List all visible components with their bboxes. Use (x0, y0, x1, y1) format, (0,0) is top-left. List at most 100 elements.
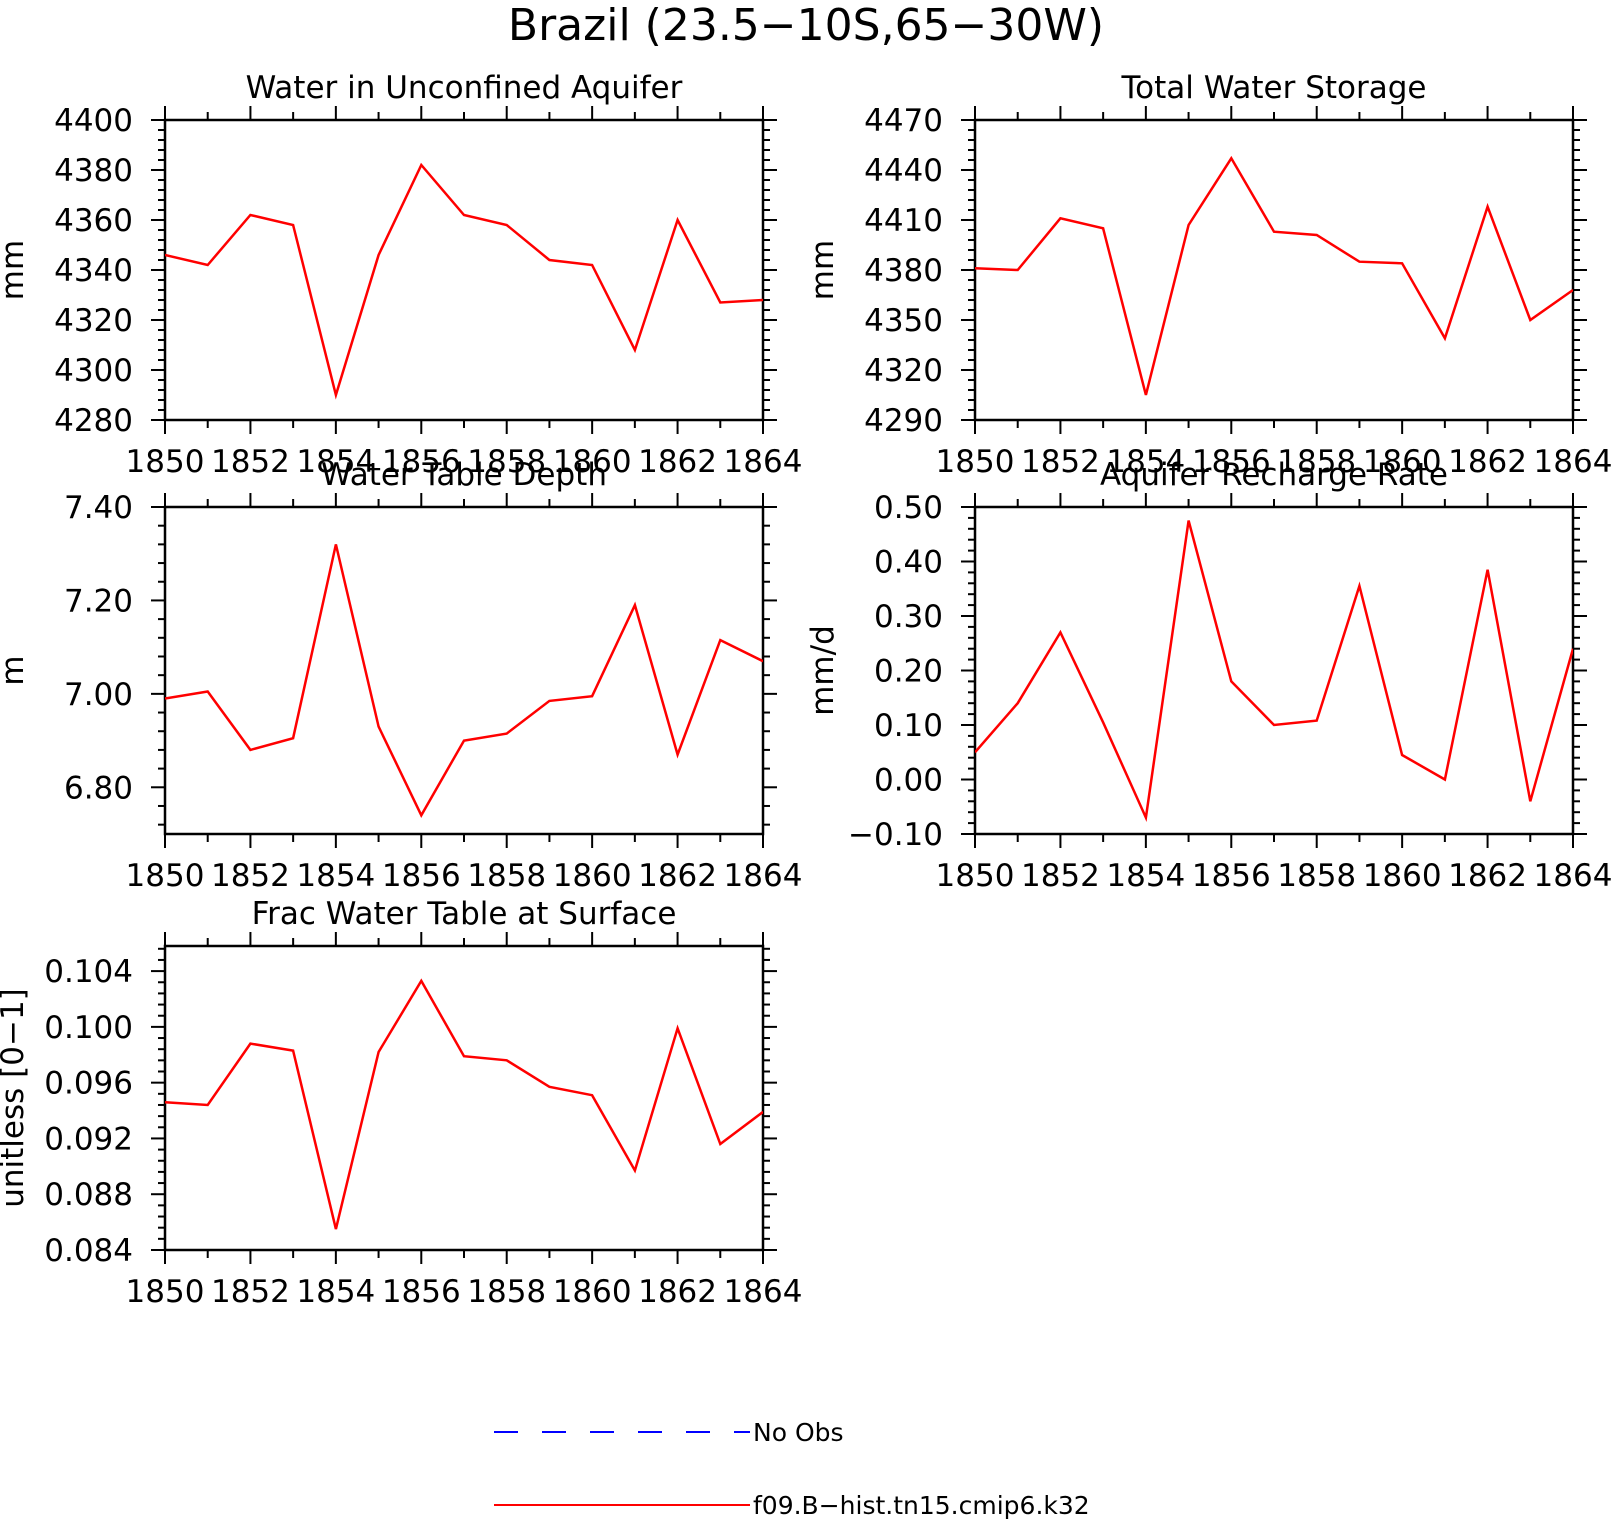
x-tick-label: 1864 (724, 1274, 803, 1310)
y-tick-label: 0.104 (44, 954, 133, 990)
y-tick-label: 4440 (864, 153, 943, 189)
y-tick-label: 7.20 (64, 583, 133, 619)
panel-title: Water in Unconfined Aquifer (246, 70, 683, 106)
y-tick-label: 4300 (54, 353, 133, 389)
x-tick-label: 1864 (724, 858, 803, 894)
x-tick-label: 1862 (638, 858, 717, 894)
legend-no-obs-label: No Obs (753, 1418, 844, 1447)
x-tick-label: 1850 (126, 1274, 205, 1310)
x-tick-label: 1862 (638, 444, 717, 480)
series-line (165, 544, 763, 818)
x-tick-label: 1854 (296, 444, 375, 480)
x-tick-label: 1852 (1021, 444, 1100, 480)
x-tick-label: 1858 (1277, 858, 1356, 894)
x-tick-label: 1854 (296, 1274, 375, 1310)
x-tick-label: 1856 (382, 1274, 461, 1310)
y-tick-label: 4280 (54, 403, 133, 439)
y-axis-label: unitless [0−1] (0, 988, 31, 1208)
y-tick-label: 0.10 (874, 708, 943, 744)
x-tick-label: 1862 (1448, 444, 1527, 480)
panel-title: Frac Water Table at Surface (252, 896, 677, 932)
x-tick-label: 1862 (638, 1274, 717, 1310)
x-tick-label: 1864 (724, 444, 803, 480)
x-tick-label: 1860 (553, 858, 632, 894)
y-tick-label: 0.096 (44, 1066, 133, 1102)
y-tick-label: 7.00 (64, 677, 133, 713)
y-tick-label: 4380 (54, 153, 133, 189)
x-tick-label: 1864 (1534, 858, 1613, 894)
x-tick-label: 1858 (1277, 444, 1356, 480)
series-line (165, 162, 763, 400)
y-axis-label: mm (805, 240, 841, 300)
panel-title: Water Table Depth (321, 457, 607, 493)
plot-frame (973, 118, 1575, 422)
panel-title: Aquifer Recharge Rate (1100, 457, 1448, 493)
x-tick-label: 1860 (553, 1274, 632, 1310)
x-tick-label: 1856 (382, 444, 461, 480)
panel-title: Total Water Storage (1120, 70, 1426, 106)
x-tick-label: 1860 (1363, 444, 1442, 480)
y-tick-label: 0.092 (44, 1121, 133, 1157)
x-tick-label: 1858 (467, 858, 546, 894)
x-tick-label: 1864 (1534, 444, 1613, 480)
legend: No Obs f09.B−hist.tn15.cmip6.k32 (494, 1418, 1090, 1519)
x-tick-label: 1862 (1448, 858, 1527, 894)
x-tick-label: 1856 (382, 858, 461, 894)
y-tick-label: 4410 (864, 203, 943, 239)
y-tick-label: 0.088 (44, 1177, 133, 1213)
x-tick-label: 1850 (126, 858, 205, 894)
plot-frame (163, 944, 765, 1252)
x-tick-label: 1850 (936, 444, 1015, 480)
x-tick-label: 1856 (1192, 858, 1271, 894)
x-tick-label: 1858 (467, 1274, 546, 1310)
y-tick-label: 0.20 (874, 654, 943, 690)
y-axis-label: mm (0, 240, 31, 300)
plot-frame (163, 118, 765, 422)
x-tick-label: 1852 (211, 858, 290, 894)
series-line (975, 155, 1573, 396)
plot-frame (973, 505, 1575, 836)
panel-4: Aquifer Recharge Rate 1850 1852 1854 1856 185… (805, 457, 1612, 894)
x-tick-label: 1854 (1106, 858, 1185, 894)
x-tick-label: 1852 (211, 444, 290, 480)
x-tick-label: 1850 (936, 858, 1015, 894)
y-tick-label: 4340 (54, 253, 133, 289)
series-line (165, 978, 763, 1230)
y-tick-label: 0.00 (874, 763, 943, 799)
y-tick-label: 4470 (864, 103, 943, 139)
y-axis-label: mm/d (805, 625, 841, 716)
x-tick-label: 1852 (211, 1274, 290, 1310)
y-tick-label: 0.100 (44, 1010, 133, 1046)
y-tick-label: 4360 (54, 203, 133, 239)
y-axis-label: m (0, 655, 31, 685)
x-tick-label: 1858 (467, 444, 546, 480)
x-tick-label: 1856 (1192, 444, 1271, 480)
y-tick-label: 4380 (864, 253, 943, 289)
y-tick-label: 4400 (54, 103, 133, 139)
x-tick-label: 1852 (1021, 858, 1100, 894)
y-tick-label: 7.40 (64, 490, 133, 526)
x-tick-label: 1860 (1363, 858, 1442, 894)
y-tick-label: 0.40 (874, 545, 943, 581)
y-tick-label: 0.084 (44, 1233, 133, 1269)
y-tick-label: 4320 (864, 353, 943, 389)
y-tick-label: 4350 (864, 303, 943, 339)
y-tick-label: 4290 (864, 403, 943, 439)
plot-frame (163, 505, 765, 836)
y-tick-label: 0.30 (874, 599, 943, 635)
x-tick-label: 1854 (296, 858, 375, 894)
x-tick-label: 1854 (1106, 444, 1185, 480)
y-tick-label: −0.10 (848, 817, 943, 853)
x-tick-label: 1850 (126, 444, 205, 480)
x-tick-label: 1860 (553, 444, 632, 480)
y-tick-label: 6.80 (64, 770, 133, 806)
legend-model-label: f09.B−hist.tn15.cmip6.k32 (753, 1491, 1090, 1519)
page-title: Brazil (23.5−10S,65−30W) (508, 0, 1104, 51)
y-tick-label: 0.50 (874, 490, 943, 526)
